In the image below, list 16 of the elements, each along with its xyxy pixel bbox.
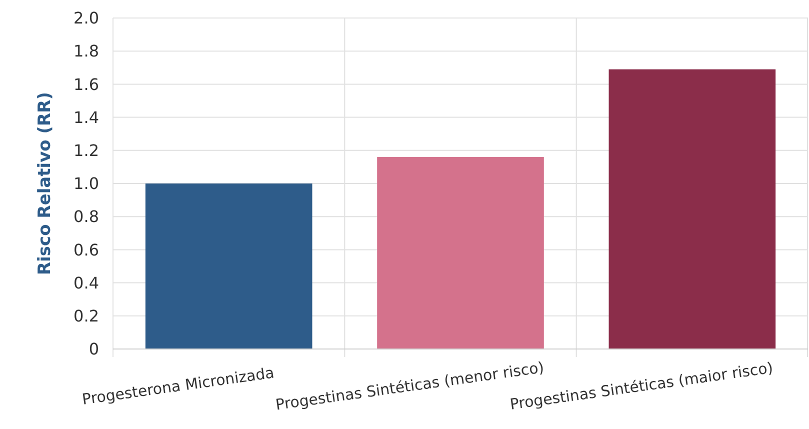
y-tick-label: 0.4 <box>74 273 99 292</box>
y-tick-label: 0 <box>88 340 99 359</box>
y-tick-label: 0.8 <box>74 207 99 226</box>
bar <box>145 184 312 349</box>
y-axis-title: Risco Relativo (RR) <box>35 92 55 275</box>
y-tick-label: 2.0 <box>74 8 99 28</box>
y-tick-label: 1.8 <box>74 42 99 61</box>
y-tick-label: 0.6 <box>74 240 99 260</box>
bar <box>377 157 544 349</box>
y-tick-label: 1.0 <box>74 174 99 194</box>
bar <box>608 69 776 349</box>
y-tick-label: 1.4 <box>74 108 99 127</box>
y-tick-label: 1.2 <box>74 141 99 160</box>
y-tick-label: 1.6 <box>74 74 99 94</box>
y-tick-label: 0.2 <box>74 306 99 326</box>
x-tick-label: Progesterona Micronizada <box>80 364 276 408</box>
